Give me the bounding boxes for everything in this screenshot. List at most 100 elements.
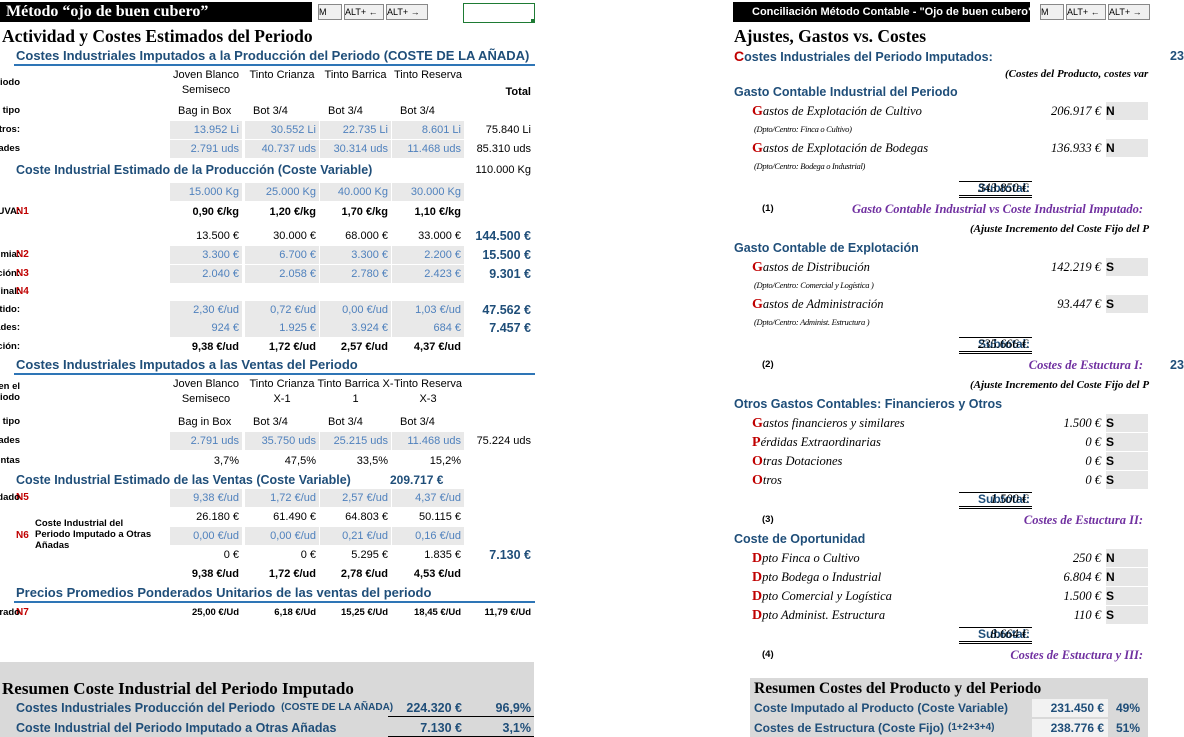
section-rule [14, 64, 535, 66]
expense-name: Gastos financieros y similares [752, 416, 905, 431]
expense-value: 0 € [1085, 473, 1101, 487]
input-cell [320, 183, 391, 201]
cell: 0,00 €/ud [193, 530, 239, 542]
expense-name: Gastos de Explotación de Cultivo [752, 104, 922, 119]
cell: 2.423 € [424, 268, 461, 280]
cell: 1,20 €/kg [269, 206, 316, 218]
group-heading: Gasto Contable de Explotación [734, 241, 919, 255]
expense-name: Otras Dotaciones [752, 454, 843, 469]
cell: 15,25 €/Ud [341, 607, 388, 618]
product-name: Joven Blanco Semiseco [172, 69, 240, 96]
input-cell [245, 183, 319, 201]
button[interactable]: ALT+ ← [344, 4, 384, 20]
summary-value: 231.450 € [1050, 701, 1104, 715]
cell: 40.000 Kg [337, 186, 388, 198]
selected-handle [531, 19, 535, 23]
cell: Bot 3/4 [328, 105, 363, 117]
summary-pct: 3,1% [502, 721, 532, 735]
cell: 1.835 € [424, 549, 461, 561]
cell: 30.000 Kg [410, 186, 461, 198]
input-cell [320, 432, 391, 450]
cell: 2,78 €/ud [340, 568, 388, 580]
cell: 22.735 Li [342, 124, 388, 136]
row-label: Total Unidades [0, 143, 20, 154]
row-label: Coste de las actividades: [0, 322, 20, 333]
cell: 6,18 €/Ud [274, 607, 316, 618]
flag-cell [1106, 414, 1148, 432]
cell: 13.500 € [196, 230, 239, 242]
input-cell [170, 319, 242, 337]
expense-name: Gastos de Explotación de Bodegas [752, 141, 929, 156]
summary-value: 7.130 € [420, 721, 462, 735]
input-cell [392, 301, 464, 319]
summary-label: Coste Imputado al Producto (Coste Variab… [754, 701, 1009, 715]
button[interactable]: ALT+ → [386, 4, 428, 20]
summary-label: Costes de Estructura (Coste Fijo) [754, 721, 945, 735]
summary-note: (1+2+3+4) [948, 722, 995, 733]
cell: 61.490 € [273, 511, 316, 523]
group-heading: Gasto Contable Industrial del Periodo [734, 85, 958, 99]
flag-cell [1106, 587, 1148, 605]
cell: 1,72 €/ud [268, 341, 316, 353]
cell: 2.058 € [279, 268, 316, 280]
summary-pct: 96,9% [495, 701, 531, 715]
cell: 4,37 €/ud [413, 341, 461, 353]
expense-flag: S [1106, 435, 1115, 449]
cell: 3.300 € [202, 249, 239, 261]
expense-name: Gastos de Distribución [752, 260, 870, 275]
expense-value: 206.917 € [1051, 104, 1101, 118]
expense-note: (Dpto/Centro: Comercial y Logística ) [754, 280, 874, 290]
section-heading: Costes Industriales Imputados a la Produ… [16, 48, 530, 63]
cell: 6.700 € [279, 249, 316, 261]
expense-value: 93.447 € [1057, 297, 1101, 311]
subtotal-value: 1.500 € [959, 492, 1032, 509]
section-heading: Costes Industriales Imputados a las Vent… [16, 357, 358, 372]
button[interactable]: M [1040, 4, 1064, 20]
expense-flag: S [1106, 473, 1115, 487]
flag-cell [1106, 606, 1148, 624]
cell: 30.314 uds [333, 143, 388, 155]
row-label: Coste del vestido: [0, 304, 20, 315]
row-total: 15.500 € [482, 248, 531, 262]
cell: 33.000 € [418, 230, 461, 242]
flag-cell [1106, 471, 1148, 489]
section-rule [14, 601, 535, 603]
cell: 2.040 € [202, 268, 239, 280]
cell: 2.780 € [351, 268, 388, 280]
subtotal-label: Subtotal: [978, 492, 1030, 506]
cell: 9,38 €/ud [191, 568, 239, 580]
cell: 0,90 €/kg [192, 206, 239, 218]
selected-cell [463, 3, 535, 23]
input-cell [170, 265, 242, 283]
header-title: Conciliación Método Contable - "Ojo de b… [752, 4, 1034, 20]
summary-cell [1032, 699, 1108, 717]
cell: Bot 3/4 [253, 105, 288, 117]
input-cell [245, 246, 319, 264]
expense-flag: S [1106, 608, 1115, 622]
cell: 30.000 € [273, 230, 316, 242]
expense-value: 1.500 € [1063, 589, 1102, 603]
row-label: Envase tipo [0, 105, 20, 116]
cell: Bot 3/4 [253, 416, 288, 428]
row-label: Proceso Vinificación Final: [0, 286, 20, 297]
input-cell [392, 432, 464, 450]
input-cell [170, 140, 242, 158]
product-name: Joven Blanco Semiseco [172, 378, 240, 405]
button[interactable]: ALT+ ← [1066, 4, 1106, 20]
subtotal-label: Subtotal: [978, 337, 1030, 351]
button[interactable]: ALT+ → [1108, 4, 1150, 20]
subtotal-label: Subtotal: [978, 627, 1030, 641]
summary-label: Coste Industrial del Periodo Imputado a … [16, 721, 337, 735]
cell: 2,30 €/ud [193, 304, 239, 316]
input-cell [320, 246, 391, 264]
input-cell [392, 140, 464, 158]
cell: 40.737 uds [261, 143, 316, 155]
button[interactable]: M [318, 4, 342, 20]
cell: 4,53 €/ud [413, 568, 461, 580]
expense-note: (Dpto/Centro: Administ. Estructura ) [754, 317, 870, 327]
expense-value: 136.933 € [1051, 141, 1101, 155]
cell: 2.200 € [424, 249, 461, 261]
expense-flag: S [1106, 416, 1115, 430]
row-label: Precio medio ponderado [0, 607, 20, 618]
cell: 3,7% [213, 455, 239, 467]
